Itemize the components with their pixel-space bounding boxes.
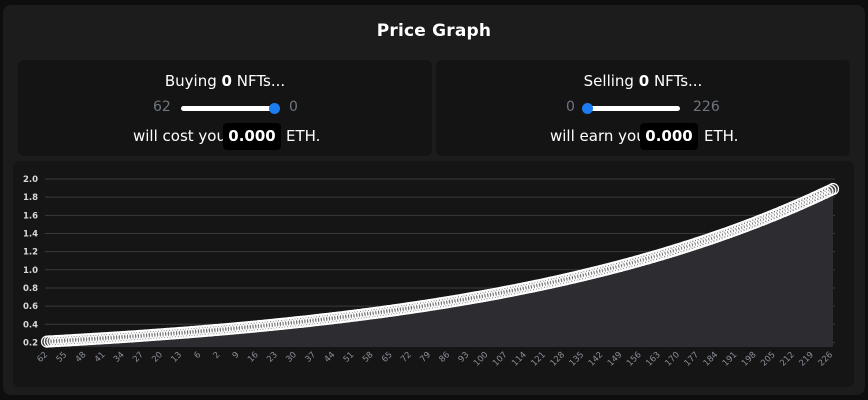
buy-range-max: 0	[289, 99, 298, 115]
sell-cost-row: will earn you 0.000 ETH.	[436, 123, 850, 151]
buy-slider-row: 62 0	[18, 99, 432, 119]
page-title: Price Graph	[376, 21, 492, 41]
x-tick-label: 114	[510, 350, 529, 369]
sell-cost-value: 0.000	[640, 123, 698, 150]
x-tick-label: 37	[303, 350, 318, 365]
x-tick-label: 184	[702, 350, 721, 369]
x-tick-label: 23	[265, 350, 280, 365]
y-tick-label: 2.0	[23, 175, 38, 185]
sell-slider-track[interactable]	[587, 106, 680, 111]
x-tick-label: 135	[568, 350, 587, 369]
buy-count: 0	[221, 72, 232, 90]
x-tick-label: 212	[778, 350, 797, 369]
buy-cost-value: 0.000	[223, 123, 281, 150]
x-tick-label: 55	[55, 350, 70, 365]
x-tick-label: 128	[549, 350, 568, 369]
x-axis-labels: 62 55 48 41 34 27 20 13 6 2 9 16 23 30 37 44 51 58 65 72 79 8…	[35, 350, 835, 369]
buy-heading: Buying 0 NFTs...	[18, 72, 432, 90]
buy-cost-row: will cost you 0.000 ETH.	[18, 123, 432, 151]
y-tick-label: 1.6	[23, 211, 38, 221]
data-point[interactable]	[826, 182, 840, 196]
chart-points	[40, 182, 840, 348]
sell-range-min: 0	[566, 99, 575, 115]
sell-heading-prefix: Selling	[583, 72, 634, 90]
y-tick-label: 0.4	[23, 320, 38, 330]
x-tick-label: 58	[361, 350, 376, 365]
x-tick-label: 191	[721, 350, 740, 369]
sell-heading-suffix: NFTs...	[653, 72, 703, 90]
x-tick-label: 142	[587, 350, 606, 369]
buy-heading-prefix: Buying	[164, 72, 217, 90]
x-tick-label: 170	[663, 350, 682, 369]
x-tick-label: 163	[644, 350, 663, 369]
buy-cost-suffix: ETH.	[286, 127, 321, 145]
chart-area	[47, 189, 833, 347]
buy-heading-suffix: NFTs...	[236, 72, 286, 90]
price-curve-area	[47, 189, 833, 347]
y-tick-label: 1.8	[23, 193, 38, 203]
x-tick-label: 93	[457, 350, 472, 365]
x-tick-label: 121	[529, 350, 548, 369]
x-tick-label: 65	[380, 350, 395, 365]
x-tick-label: 2	[212, 350, 223, 361]
sell-cost-suffix: ETH.	[704, 127, 739, 145]
x-tick-label: 20	[150, 350, 165, 365]
sell-count: 0	[638, 72, 650, 90]
y-tick-label: 0.6	[23, 302, 38, 312]
y-tick-label: 1.4	[23, 229, 38, 239]
x-tick-label: 9	[231, 350, 242, 361]
x-tick-label: 205	[759, 350, 778, 369]
buy-slider-thumb[interactable]	[268, 103, 280, 114]
x-tick-label: 177	[683, 350, 702, 369]
y-tick-label: 0.8	[23, 284, 38, 294]
x-tick-label: 219	[797, 350, 816, 369]
sell-card: Selling 0 NFTs... 0 226 will earn you 0.…	[436, 60, 850, 156]
x-tick-label: 156	[625, 350, 644, 369]
sell-slider-thumb[interactable]	[581, 103, 593, 114]
sell-slider-row: 0 226	[436, 99, 850, 119]
x-tick-label: 13	[169, 350, 184, 365]
y-tick-label: 0.2	[23, 338, 38, 348]
x-tick-label: 41	[93, 350, 108, 365]
chart-card: 2.0 1.8 1.6 1.4 1.2 1.0 0.8 0.6 0.4 0.2 62 55 48 41 3…	[13, 161, 854, 387]
x-tick-label: 79	[418, 350, 433, 365]
x-tick-label: 226	[817, 350, 836, 369]
x-tick-label: 34	[112, 350, 127, 365]
y-tick-label: 1.0	[23, 266, 38, 276]
x-tick-label: 149	[606, 350, 625, 369]
x-tick-label: 44	[323, 350, 338, 365]
sell-range-max: 226	[693, 99, 720, 115]
price-chart: 2.0 1.8 1.6 1.4 1.2 1.0 0.8 0.6 0.4 0.2 62 55 48 41 3…	[23, 175, 840, 369]
buy-cost-prefix: will cost you	[133, 127, 226, 145]
y-tick-label: 1.2	[23, 248, 38, 258]
sell-cost-prefix: will earn you	[550, 127, 646, 145]
x-tick-label: 107	[491, 350, 510, 369]
x-tick-label: 48	[74, 350, 89, 365]
buy-card: Buying 0 NFTs... 62 0 will cost you 0.00…	[18, 60, 432, 156]
buy-slider-track[interactable]	[181, 106, 274, 111]
x-tick-label: 16	[246, 350, 261, 365]
x-tick-label: 86	[437, 350, 452, 365]
x-tick-label: 72	[399, 350, 414, 365]
x-tick-label: 30	[284, 350, 299, 365]
x-tick-label: 62	[35, 350, 50, 365]
buy-range-min: 62	[153, 99, 171, 115]
x-tick-label: 27	[131, 350, 146, 365]
x-tick-label: 198	[740, 350, 759, 369]
sell-heading: Selling 0 NFTs...	[436, 72, 850, 90]
x-tick-label: 6	[192, 350, 203, 361]
y-axis-labels: 2.0 1.8 1.6 1.4 1.2 1.0 0.8 0.6 0.4 0.2	[23, 175, 38, 348]
x-tick-label: 51	[342, 350, 357, 365]
x-tick-label: 100	[472, 350, 491, 369]
